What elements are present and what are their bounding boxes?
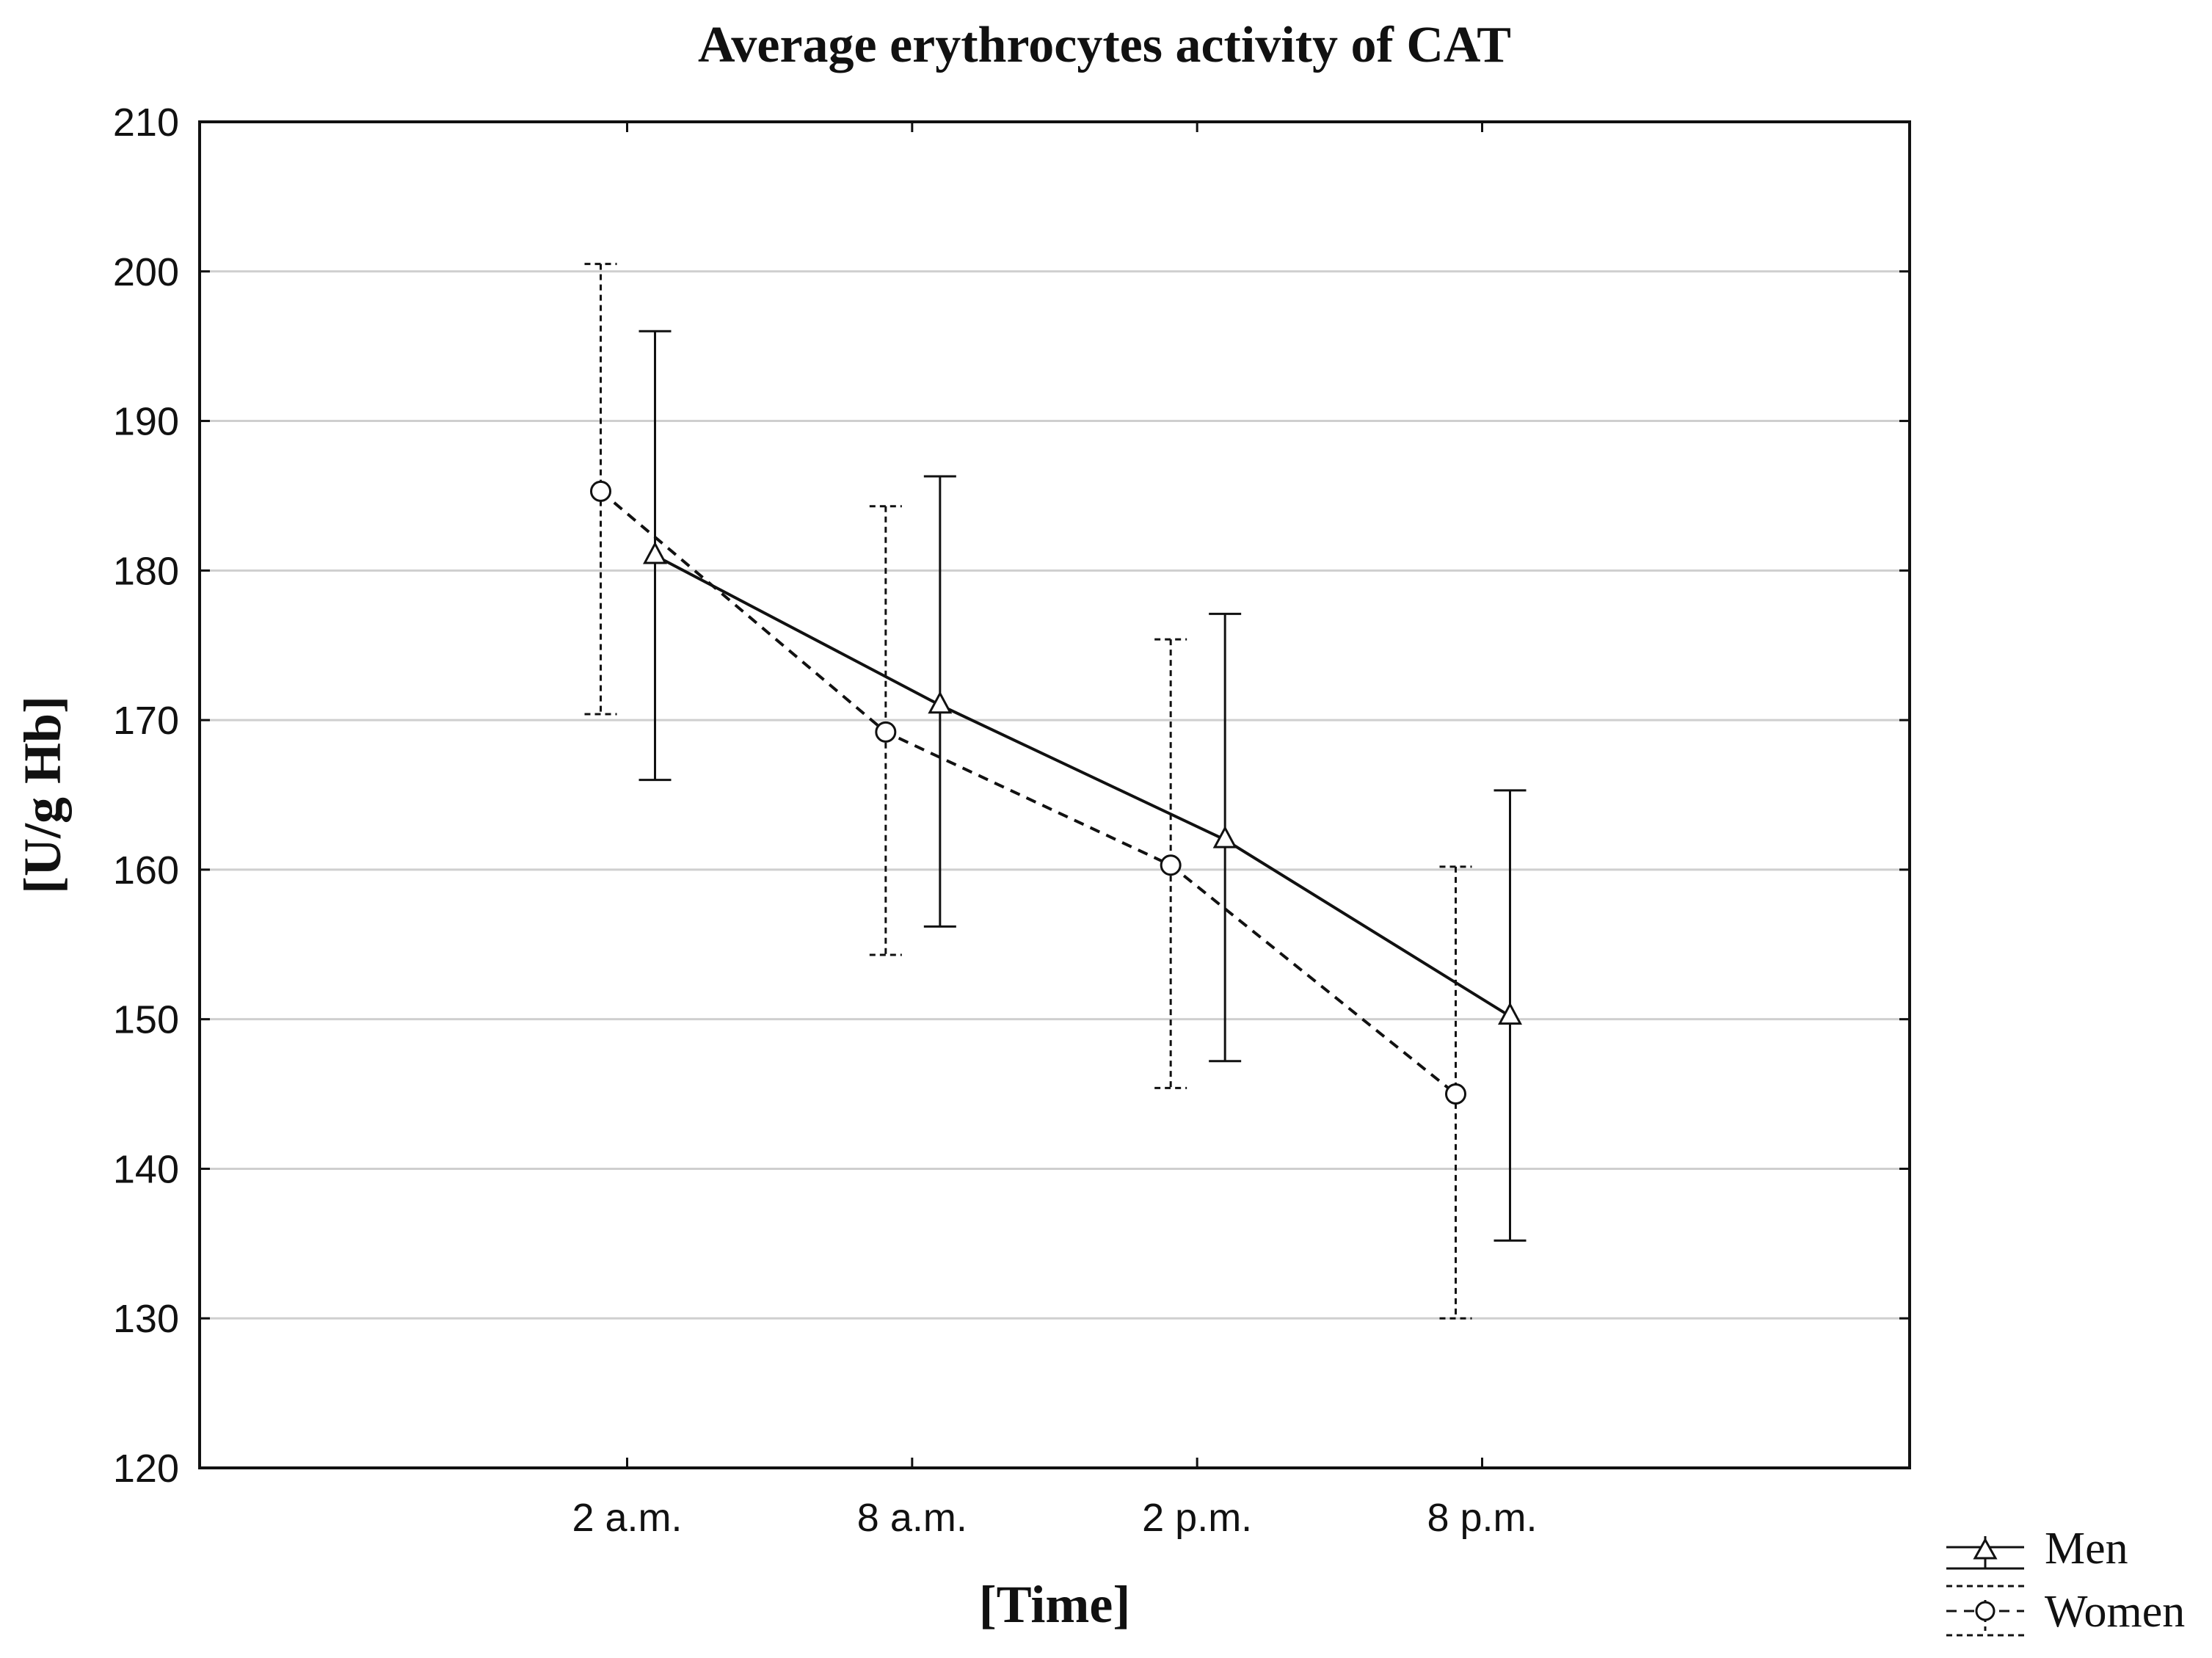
y-axis-title: [U/g Hb]: [13, 696, 72, 894]
y-tick-label: 200: [113, 250, 179, 294]
y-tick-label: 210: [113, 101, 179, 145]
data-point-men: [928, 691, 953, 714]
y-tick-label: 180: [113, 549, 179, 593]
x-tick-label: 2 a.m.: [572, 1496, 682, 1540]
legend-triangle-icon: [1973, 1537, 1998, 1560]
legend-item-men: Men: [1946, 1524, 2128, 1588]
y-tick-label: 170: [113, 699, 179, 743]
y-tick-label: 140: [113, 1147, 179, 1191]
y-tick-label: 120: [113, 1447, 179, 1491]
series-line-men: [654, 554, 1511, 1018]
data-point-men: [1212, 825, 1237, 848]
series-line-women: [600, 490, 1457, 1096]
legend-label-men: Men: [2045, 1524, 2128, 1574]
data-point-women: [1445, 1083, 1466, 1105]
y-tick-label: 190: [113, 400, 179, 444]
legend-circle-icon: [1975, 1601, 1995, 1621]
grid-layer: [200, 270, 1910, 1320]
legend-item-women: Women: [1946, 1587, 2185, 1637]
x-tick-label: 2 p.m.: [1142, 1496, 1252, 1540]
data-point-women: [1160, 854, 1182, 876]
data-point-women: [875, 721, 897, 743]
x-tick-label: 8 p.m.: [1427, 1496, 1537, 1540]
data-point-men: [642, 541, 668, 564]
series-layer: [584, 263, 1527, 1320]
y-tick-label: 150: [113, 998, 179, 1042]
y-tick-label: 160: [113, 848, 179, 892]
series-women: [584, 263, 1472, 1320]
plot-frame: [198, 120, 1911, 1469]
series-men: [639, 330, 1527, 1242]
chart-title: Average erythrocytes activity of CAT: [698, 17, 1511, 73]
legend-label-women: Women: [2045, 1587, 2185, 1637]
legend: Men Women: [1946, 1524, 2185, 1637]
x-axis-title: [Time]: [979, 1575, 1131, 1634]
x-axis: 2 a.m. 8 a.m. 2 p.m. 8 p.m.: [572, 122, 1538, 1540]
x-tick-label: 8 a.m.: [857, 1496, 967, 1540]
data-point-men: [1497, 1002, 1523, 1025]
y-axis: 120 130 140 150 160 170 180 190 200 210: [113, 101, 1910, 1491]
y-tick-label: 130: [113, 1297, 179, 1341]
data-point-women: [590, 480, 611, 502]
